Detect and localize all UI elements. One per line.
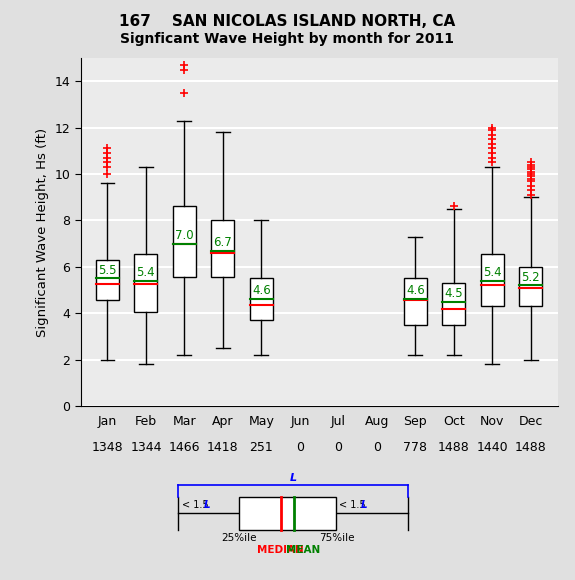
Bar: [239, 497, 336, 530]
Text: < 1.5: < 1.5: [339, 500, 369, 510]
Bar: [173, 206, 196, 277]
Text: Nov: Nov: [480, 415, 504, 427]
Text: L: L: [290, 473, 297, 483]
Text: 1466: 1466: [168, 441, 200, 454]
Text: Sep: Sep: [404, 415, 427, 427]
Text: Jan: Jan: [98, 415, 117, 427]
Bar: [212, 220, 235, 277]
Bar: [519, 267, 542, 306]
Text: L: L: [204, 500, 210, 510]
Text: Jul: Jul: [331, 415, 346, 427]
Bar: [96, 260, 119, 300]
Text: May: May: [248, 415, 274, 427]
Text: Apr: Apr: [212, 415, 233, 427]
Text: < 1.5: < 1.5: [182, 500, 212, 510]
Text: 5.5: 5.5: [98, 263, 117, 277]
Text: MEDIAN: MEDIAN: [257, 545, 304, 554]
Text: MEAN: MEAN: [286, 545, 321, 554]
Text: Dec: Dec: [519, 415, 543, 427]
Bar: [404, 278, 427, 325]
Text: L: L: [361, 500, 367, 510]
Text: 778: 778: [403, 441, 427, 454]
Text: 7.0: 7.0: [175, 229, 194, 242]
Text: Signficant Wave Height by month for 2011: Signficant Wave Height by month for 2011: [121, 32, 454, 46]
Text: 1344: 1344: [130, 441, 162, 454]
Text: Mar: Mar: [172, 415, 196, 427]
Text: 1440: 1440: [477, 441, 508, 454]
Bar: [250, 278, 273, 320]
Text: 75%ile: 75%ile: [319, 533, 354, 543]
Text: 6.7: 6.7: [213, 235, 232, 249]
Bar: [481, 254, 504, 306]
Bar: [442, 283, 465, 325]
Text: 0: 0: [373, 441, 381, 454]
Text: 4.5: 4.5: [444, 287, 463, 300]
Text: 4.6: 4.6: [252, 284, 271, 298]
Bar: [135, 254, 158, 312]
Text: 4.6: 4.6: [406, 284, 425, 298]
Text: 1488: 1488: [438, 441, 470, 454]
Text: 167    SAN NICOLAS ISLAND NORTH, CA: 167 SAN NICOLAS ISLAND NORTH, CA: [120, 14, 455, 30]
Text: 1348: 1348: [91, 441, 123, 454]
Text: 251: 251: [250, 441, 273, 454]
Text: 5.4: 5.4: [137, 266, 155, 279]
Text: 5.2: 5.2: [522, 270, 540, 284]
Text: Feb: Feb: [135, 415, 157, 427]
Text: 0: 0: [296, 441, 304, 454]
Y-axis label: Significant Wave Height, Hs (ft): Significant Wave Height, Hs (ft): [36, 128, 49, 336]
Text: 1418: 1418: [207, 441, 239, 454]
Text: 0: 0: [335, 441, 342, 454]
Text: 1488: 1488: [515, 441, 547, 454]
Text: Oct: Oct: [443, 415, 465, 427]
Text: Aug: Aug: [365, 415, 389, 427]
Text: 25%ile: 25%ile: [221, 533, 256, 543]
Text: Jun: Jun: [290, 415, 309, 427]
Text: 5.4: 5.4: [483, 266, 501, 279]
